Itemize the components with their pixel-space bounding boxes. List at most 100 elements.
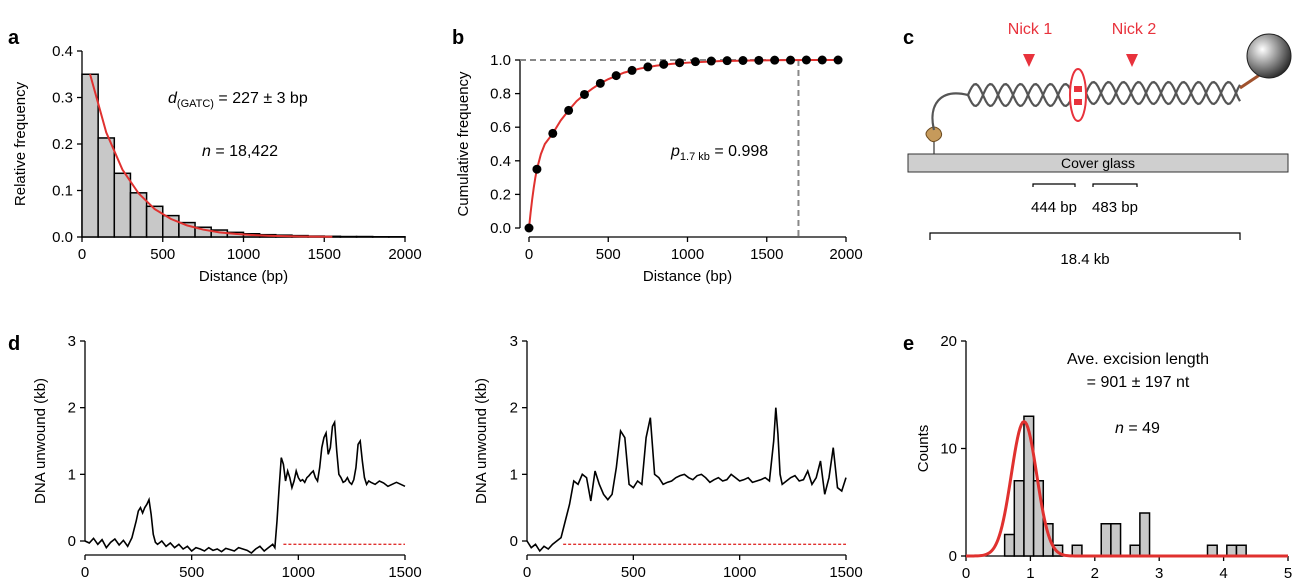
panel-letter-e: e <box>903 333 914 355</box>
annotation-d-gatc: d(GATC) = 227 ± 3 bp <box>168 90 308 110</box>
annotation-p-1.7kb: p1.7 kb = 0.998 <box>670 143 768 163</box>
data-point <box>754 55 764 65</box>
x-tick-label: 2 <box>1091 565 1099 582</box>
histogram-bar <box>1206 544 1218 557</box>
y-tick-label: 0 <box>949 548 957 565</box>
dna-lesion <box>1069 68 1087 122</box>
x-tick-label: 1000 <box>282 564 315 581</box>
histogram-bar <box>113 172 132 238</box>
y-axis-label: Counts <box>915 425 932 473</box>
x-tick-label: 1500 <box>829 564 862 581</box>
data-point <box>690 57 700 67</box>
nick-2-label: Nick 2 <box>1112 21 1157 38</box>
y-tick-label: 0.2 <box>490 186 511 203</box>
y-tick-label: 0.8 <box>490 86 511 103</box>
histogram-bar <box>1235 544 1247 557</box>
annotation-n-e: n = 49 <box>1115 420 1160 437</box>
x-tick-label: 5 <box>1284 565 1292 582</box>
data-point <box>579 89 589 99</box>
x-tick-label: 0 <box>523 564 531 581</box>
y-tick-label: 2 <box>68 400 76 417</box>
x-tick-label: 2000 <box>829 246 862 263</box>
x-tick-label: 500 <box>179 564 204 581</box>
dna-schematic: Cover glass Nick 1 Nick 2 444 bp 483 bp <box>907 21 1292 268</box>
x-tick-label: 1000 <box>723 564 756 581</box>
histogram-bar <box>1226 544 1238 557</box>
data-point <box>548 128 558 138</box>
chart-d1: 0500100015000123Time (s)DNA unwound (kb) <box>32 333 422 581</box>
nick-1-label: Nick 1 <box>1008 21 1053 38</box>
chart-d2: 0500100015000123Time (s)DNA unwound (kb) <box>473 333 863 581</box>
x-tick-label: 500 <box>596 246 621 263</box>
y-tick-label: 0 <box>68 533 76 550</box>
x-tick-label: 0 <box>78 246 86 263</box>
y-tick-label: 0 <box>510 533 518 550</box>
y-tick-label: 0.6 <box>490 119 511 136</box>
x-tick-label: 1 <box>1026 565 1034 582</box>
scale-total-label: 18.4 kb <box>1060 251 1109 268</box>
x-tick-label: 0 <box>962 565 970 582</box>
dna-strand-right-2 <box>1084 80 1241 106</box>
data-point <box>722 56 732 66</box>
histogram-bar <box>1013 480 1025 557</box>
y-axis-label: DNA unwound (kb) <box>32 378 49 504</box>
y-tick-label: 0.4 <box>490 153 511 170</box>
annotation-ave-excision-title: Ave. excision length <box>1067 351 1209 368</box>
data-point <box>817 55 827 65</box>
data-point <box>770 55 780 65</box>
x-tick-label: 1500 <box>308 246 341 263</box>
trace-line <box>84 419 406 555</box>
trace-line <box>526 407 847 553</box>
x-tick-label: 500 <box>621 564 646 581</box>
scale-483bp <box>1092 183 1138 187</box>
y-axis-label: Cumulative frequency <box>455 71 472 217</box>
histogram-bar <box>1071 544 1083 557</box>
data-point <box>801 55 811 65</box>
y-tick-label: 20 <box>940 333 957 350</box>
data-point <box>833 55 843 65</box>
x-tick-label: 3 <box>1155 565 1163 582</box>
data-point <box>659 59 669 69</box>
chart-e: 01234501020Excision length (knt)Counts <box>915 333 1292 582</box>
panel-letter-b: b <box>452 27 464 49</box>
annotation-n-a: n = 18,422 <box>202 143 278 160</box>
histogram-bar <box>97 137 116 238</box>
data-point <box>738 56 748 66</box>
panel-letter-c: c <box>903 27 914 49</box>
cover-glass <box>907 153 1289 173</box>
y-tick-label: 0.2 <box>52 136 73 153</box>
data-point <box>675 58 685 68</box>
x-tick-label: 1000 <box>671 246 704 263</box>
fit-curve <box>89 73 333 238</box>
chart-a: 0 500 1000 1500 2000 0.0 0.1 0.2 0.3 0.4 Distance … <box>12 43 422 285</box>
data-point <box>786 55 796 65</box>
x-tick-label: 1500 <box>388 564 421 581</box>
y-tick-label: 0.0 <box>490 220 511 237</box>
dna-strand-left-1 <box>966 82 1073 108</box>
y-tick-label: 3 <box>68 333 76 350</box>
histogram-bar <box>1100 523 1112 557</box>
x-tick-label: 0 <box>525 246 533 263</box>
nick-2-marker <box>1126 54 1138 67</box>
histogram-bar <box>1110 523 1122 557</box>
dna-helix <box>931 80 1241 131</box>
dna-strand-right-1 <box>1084 80 1241 106</box>
gaussian-fit <box>965 419 1288 558</box>
y-tick-label: 1 <box>510 466 518 483</box>
data-point <box>524 223 534 233</box>
x-tick-label: 2000 <box>388 246 421 263</box>
data-point <box>532 164 542 174</box>
y-tick-label: 0.1 <box>52 183 73 200</box>
cover-glass-label: Cover glass <box>1061 155 1135 171</box>
data-point <box>595 78 605 88</box>
y-tick-label: 2 <box>510 400 518 417</box>
histogram-bar <box>145 205 164 238</box>
y-tick-label: 0.0 <box>52 229 73 246</box>
x-tick-label: 1000 <box>227 246 260 263</box>
surface-anchor-protein <box>925 126 943 143</box>
scale-444bp-label: 444 bp <box>1031 199 1077 216</box>
magnetic-bead <box>1246 33 1292 79</box>
dna-end-curve <box>931 92 969 131</box>
data-point <box>564 105 574 115</box>
